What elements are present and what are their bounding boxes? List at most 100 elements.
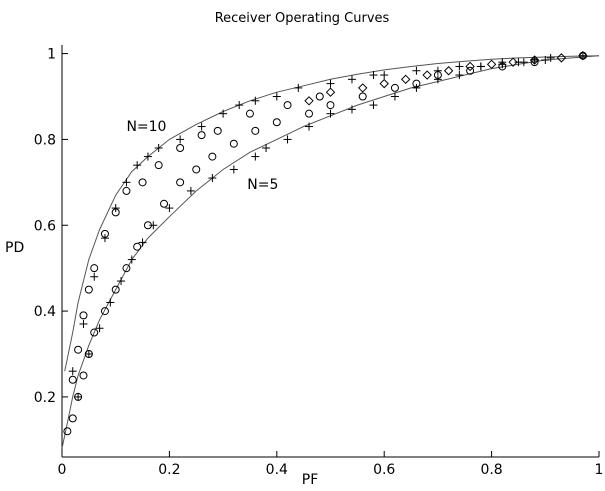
circle-marker — [530, 58, 539, 67]
circle-marker — [154, 161, 163, 170]
plus-marker — [326, 79, 335, 88]
circle-marker — [412, 79, 421, 88]
diamond-marker — [358, 83, 368, 93]
plus-marker — [84, 350, 93, 358]
plus-marker — [106, 298, 115, 307]
plus-marker — [433, 66, 442, 75]
plus-marker — [272, 92, 281, 101]
x-tick-label: 1 — [595, 462, 604, 478]
diamond-marker — [304, 96, 314, 106]
diamond-marker — [465, 61, 475, 72]
x-tick-label: 0.4 — [266, 462, 288, 478]
y-axis-label: PD — [5, 240, 24, 256]
circle-marker — [111, 285, 120, 294]
plus-marker — [143, 152, 152, 161]
curves — [61, 55, 600, 449]
y-tick-label: 1 — [47, 47, 56, 63]
y-tick-label: 0.8 — [34, 132, 56, 148]
plus-marker — [262, 144, 271, 152]
circle-marker — [68, 414, 77, 423]
plus-marker — [235, 101, 244, 110]
diamond-marker — [443, 66, 454, 76]
plus-marker — [369, 101, 378, 110]
plus-marker — [347, 75, 356, 84]
diamond-marker — [325, 87, 336, 97]
plus-marker — [122, 178, 131, 187]
plus-marker — [79, 319, 88, 328]
diamond-marker — [486, 59, 497, 70]
circle-marker — [197, 131, 206, 140]
plus-marker — [219, 109, 228, 118]
plus-marker — [154, 144, 163, 152]
plus-marker — [294, 83, 303, 92]
curve-annotation: N=5 — [247, 177, 278, 193]
circle-marker — [138, 178, 147, 187]
plus-marker — [578, 51, 587, 60]
diamond-marker — [379, 78, 389, 89]
plus-marker — [455, 71, 464, 80]
circle-marker — [143, 221, 152, 230]
circle-marker — [160, 199, 169, 208]
circle-marker — [74, 392, 83, 401]
circle-marker — [90, 328, 99, 337]
plus-marker — [412, 66, 421, 75]
circle-marker — [68, 375, 77, 384]
circle-marker — [208, 152, 217, 161]
plus-marker — [95, 324, 104, 333]
plus-marker — [100, 234, 109, 243]
plus-marker — [208, 174, 217, 183]
x-tick-label: 0 — [58, 462, 67, 478]
circle-marker — [272, 118, 281, 127]
plus-marker — [74, 392, 83, 401]
y-tick-label: 0.2 — [34, 390, 56, 406]
plus-marker — [390, 92, 399, 101]
circle-marker — [84, 350, 93, 358]
circle-marker — [315, 92, 324, 101]
plus-marker — [369, 71, 378, 80]
roc-curve-line — [61, 55, 600, 449]
y-tick-label: 0.6 — [34, 218, 56, 234]
x-tick-label: 0.6 — [373, 462, 395, 478]
plus-marker — [251, 152, 260, 161]
x-axis-label: PF — [302, 472, 319, 487]
circle-marker — [122, 264, 131, 273]
plus-marker — [111, 204, 120, 213]
plus-marker — [117, 277, 126, 286]
circle-marker — [100, 229, 109, 238]
circle-marker — [251, 126, 260, 135]
plus-marker — [455, 62, 464, 71]
circle-marker — [466, 66, 475, 75]
circle-marker — [90, 264, 99, 273]
plus-marker — [68, 367, 77, 376]
diamond-marker — [422, 70, 432, 80]
plus-marker — [165, 204, 174, 213]
plus-marker — [176, 135, 185, 144]
x-tick-label: 0.2 — [158, 462, 180, 478]
plus-marker — [519, 58, 528, 67]
plus-marker — [326, 109, 335, 118]
plus-marker — [476, 62, 485, 71]
circle-marker — [84, 285, 93, 294]
plus-marker — [347, 105, 356, 114]
circle-marker — [176, 144, 185, 152]
plus-marker — [186, 186, 195, 195]
circle-marker — [305, 109, 314, 118]
circle-marker — [245, 109, 254, 118]
diamond-marker — [529, 55, 540, 65]
circle-marker — [122, 186, 131, 195]
plus-marker — [305, 122, 314, 131]
plus-marker — [283, 135, 292, 144]
y-tick-label: 0.4 — [34, 304, 56, 320]
plus-marker — [229, 165, 238, 174]
plus-marker — [546, 53, 555, 62]
circle-marker — [74, 345, 83, 354]
circle-marker — [498, 62, 507, 71]
circle-marker — [63, 427, 72, 436]
plus-marker — [433, 75, 442, 84]
circle-marker — [192, 165, 201, 174]
diamond-marker — [400, 74, 411, 85]
plus-marker — [149, 221, 158, 230]
circle-marker — [283, 101, 292, 110]
